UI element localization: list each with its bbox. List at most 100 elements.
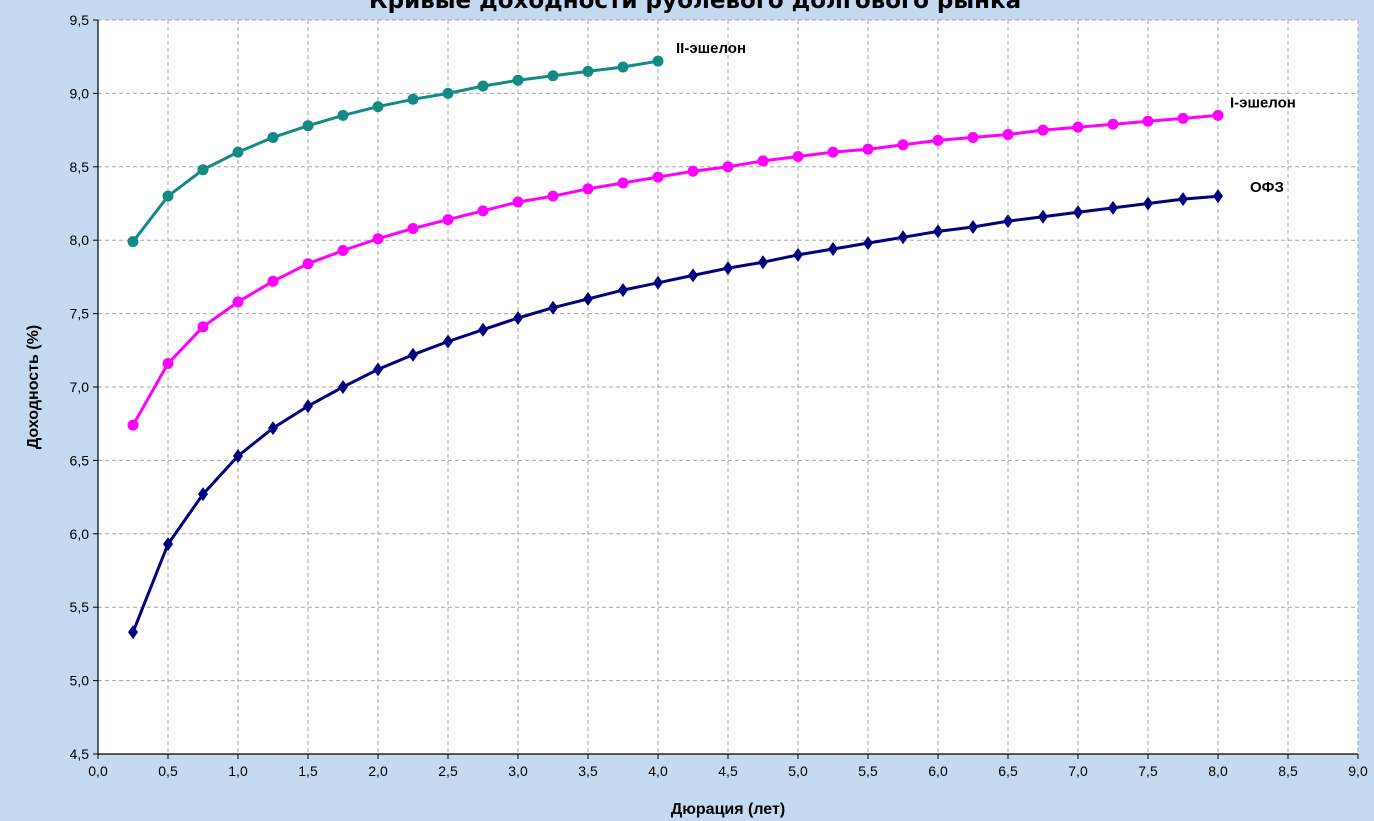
data-point bbox=[1072, 121, 1084, 133]
data-point bbox=[233, 448, 243, 463]
data-point bbox=[407, 93, 419, 105]
data-point bbox=[1177, 112, 1189, 124]
data-point bbox=[267, 131, 279, 143]
series-line bbox=[131, 194, 1219, 633]
data-point bbox=[512, 196, 524, 208]
x-tick-label: 4,5 bbox=[718, 763, 738, 779]
data-point bbox=[1143, 196, 1153, 211]
x-axis-title: Дюрация (лет) bbox=[671, 801, 785, 818]
data-point bbox=[898, 230, 908, 245]
series-line bbox=[131, 59, 659, 243]
data-point bbox=[863, 236, 873, 251]
y-axis-title: Доходность (%) bbox=[25, 325, 42, 449]
data-point bbox=[197, 321, 209, 333]
data-point bbox=[163, 537, 173, 552]
data-point bbox=[793, 247, 803, 262]
series-line bbox=[131, 113, 1219, 426]
x-tick-label: 7,5 bbox=[1138, 763, 1158, 779]
data-point bbox=[1107, 118, 1119, 130]
data-point bbox=[828, 242, 838, 257]
data-point bbox=[1142, 115, 1154, 127]
data-point bbox=[443, 334, 453, 349]
series-label: ОФЗ bbox=[1250, 179, 1284, 196]
data-point bbox=[968, 219, 978, 234]
data-point bbox=[127, 236, 139, 248]
data-point bbox=[547, 190, 559, 202]
data-point bbox=[723, 261, 733, 276]
data-point bbox=[407, 222, 419, 234]
data-point bbox=[652, 171, 664, 183]
data-point bbox=[1108, 200, 1118, 215]
y-tick-label: 8,0 bbox=[70, 232, 90, 248]
y-tick-label: 7,5 bbox=[70, 306, 90, 322]
series: II-эшелон I-эшелон ОФЗ bbox=[127, 40, 1296, 640]
x-tick-label: 5,5 bbox=[858, 763, 878, 779]
x-tick-label: 1,5 bbox=[298, 763, 318, 779]
data-point bbox=[792, 151, 804, 163]
data-point bbox=[338, 380, 348, 394]
y-tick-label: 6,5 bbox=[70, 452, 90, 468]
data-point bbox=[337, 244, 349, 256]
x-tick-label: 9,0 bbox=[1348, 763, 1368, 779]
x-tick-label: 0,0 bbox=[88, 763, 108, 779]
data-point bbox=[1002, 129, 1014, 141]
x-tick-label: 8,0 bbox=[1208, 763, 1228, 779]
data-point bbox=[862, 143, 874, 155]
data-point bbox=[477, 205, 489, 217]
x-tick-label: 1,0 bbox=[228, 763, 248, 779]
data-point bbox=[687, 165, 699, 177]
data-point bbox=[617, 177, 629, 189]
data-point bbox=[1213, 189, 1223, 204]
x-tick-label: 4,0 bbox=[648, 763, 668, 779]
data-point bbox=[653, 275, 663, 290]
data-point bbox=[477, 80, 489, 92]
data-point bbox=[582, 183, 594, 195]
series-label: I-эшелон bbox=[1230, 94, 1296, 111]
data-point bbox=[967, 131, 979, 143]
data-point bbox=[1037, 124, 1049, 136]
data-point bbox=[268, 421, 278, 436]
data-point bbox=[757, 155, 769, 167]
data-point bbox=[722, 161, 734, 173]
data-point bbox=[1212, 109, 1224, 121]
series-label: II-эшелон bbox=[676, 40, 746, 57]
data-point bbox=[128, 625, 138, 640]
data-point bbox=[583, 291, 593, 306]
data-point bbox=[827, 146, 839, 158]
x-tick-label: 2,0 bbox=[368, 763, 388, 779]
data-point bbox=[127, 419, 139, 431]
y-tick-label: 5,5 bbox=[70, 599, 90, 615]
y-tick-label: 9,5 bbox=[70, 12, 90, 28]
data-point bbox=[618, 283, 628, 298]
data-point bbox=[897, 139, 909, 151]
x-tick-label: 8,5 bbox=[1278, 763, 1298, 779]
x-tick-label: 7,0 bbox=[1068, 763, 1088, 779]
data-point bbox=[582, 65, 594, 77]
x-tick-label: 6,0 bbox=[928, 763, 948, 779]
data-point bbox=[373, 362, 383, 377]
data-point bbox=[197, 164, 209, 176]
data-point bbox=[162, 190, 174, 202]
data-point bbox=[513, 311, 523, 326]
data-point bbox=[617, 61, 629, 73]
data-point bbox=[232, 146, 244, 158]
data-point bbox=[408, 347, 418, 362]
x-tick-label: 5,0 bbox=[788, 763, 808, 779]
data-point bbox=[1178, 192, 1188, 207]
data-point bbox=[932, 134, 944, 146]
data-point bbox=[1073, 205, 1083, 220]
series-1: II-эшелон bbox=[127, 40, 746, 248]
x-tick-label: 0,5 bbox=[158, 763, 178, 779]
data-point bbox=[162, 358, 174, 370]
data-point bbox=[933, 224, 943, 239]
y-tick-label: 9,0 bbox=[70, 85, 90, 101]
chart-title: Кривые доходности рублевого долгового ры… bbox=[369, 0, 1021, 14]
series-2: I-эшелон bbox=[127, 94, 1296, 431]
data-point bbox=[1038, 209, 1048, 224]
data-point bbox=[547, 70, 559, 82]
y-tick-label: 6,0 bbox=[70, 526, 90, 542]
series-3: ОФЗ bbox=[128, 179, 1284, 640]
data-point bbox=[478, 322, 488, 337]
x-tick-label: 3,5 bbox=[578, 763, 598, 779]
